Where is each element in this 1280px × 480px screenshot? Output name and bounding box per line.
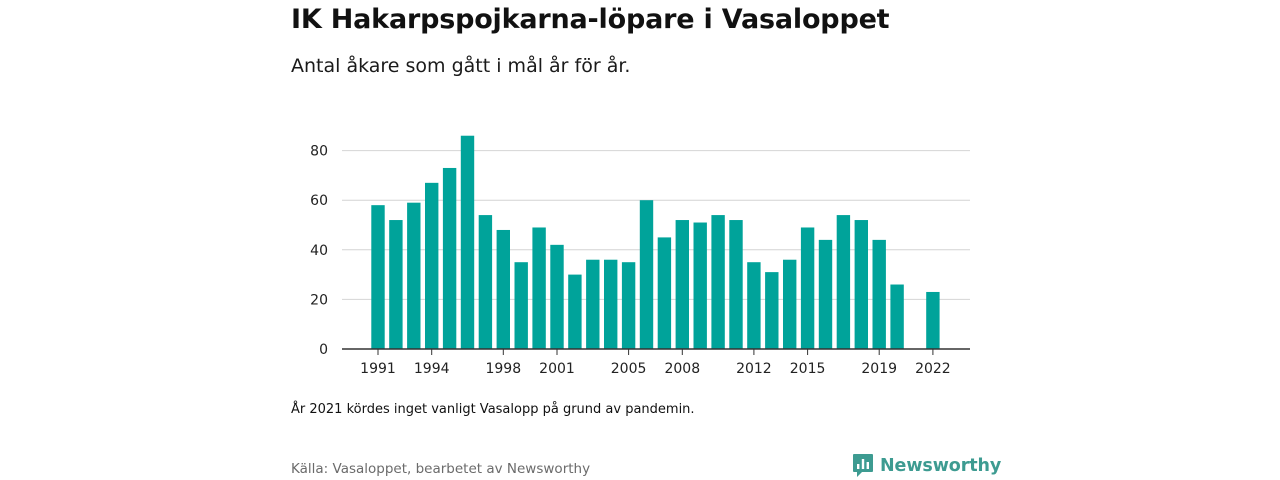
bar-1996: [460, 135, 475, 349]
x-tick-label: 2012: [736, 361, 772, 377]
logo-text: Newsworthy: [880, 456, 1002, 476]
y-tick-label: 80: [310, 144, 328, 160]
bar-2015: [800, 227, 815, 349]
x-tick-label: 1994: [414, 361, 450, 377]
x-tick-label: 2022: [915, 361, 951, 377]
bar-1995: [442, 167, 457, 349]
bar-2002: [568, 274, 582, 349]
x-tick-label: 1991: [360, 361, 396, 377]
bar-1998: [496, 229, 510, 349]
x-tick-label: 2005: [611, 361, 647, 377]
bar-2006: [639, 200, 654, 349]
bar-1999: [514, 262, 528, 349]
bar-2003: [586, 259, 600, 349]
bar-2017: [836, 215, 851, 349]
y-tick-label: 20: [310, 292, 328, 308]
chart-note: År 2021 kördes inget vanligt Vasalopp på…: [291, 402, 695, 417]
bar-2016: [818, 239, 833, 349]
bars: [371, 135, 940, 349]
bar-1992: [389, 220, 403, 349]
y-tick-label: 60: [310, 193, 328, 209]
newsworthy-logo-icon: [853, 454, 873, 477]
bar-2020: [890, 284, 904, 349]
x-tick-label: 2001: [539, 361, 575, 377]
bar-2001: [550, 244, 564, 349]
bar-2012: [747, 262, 761, 349]
bar-2022: [926, 291, 940, 349]
x-tick-label: 1998: [485, 361, 521, 377]
bar-2011: [729, 220, 743, 349]
bar-2008: [675, 220, 689, 349]
bar-2007: [657, 237, 672, 349]
chart-title: IK Hakarpspojkarna-löpare i Vasaloppet: [291, 4, 890, 35]
y-tick-label: 0: [319, 342, 328, 358]
source-text: Källa: Vasaloppet, bearbetet av Newswort…: [291, 461, 591, 477]
bar-1991: [371, 205, 385, 349]
bar-2000: [532, 227, 546, 349]
bar-1997: [478, 215, 493, 349]
chart-subtitle: Antal åkare som gått i mål år för år.: [291, 55, 631, 77]
y-tick-label: 40: [310, 243, 328, 259]
x-tick-label: 2008: [664, 361, 700, 377]
bar-2005: [621, 262, 636, 349]
bar-2019: [872, 239, 886, 349]
x-tick-label: 2019: [861, 361, 897, 377]
bar-1993: [407, 202, 421, 349]
axes: 0 20 40 60 80 1991 1994 1998 2001 2005 2008 2012 201…: [310, 144, 970, 377]
bar-2014: [783, 259, 797, 349]
bar-2009: [693, 222, 707, 349]
bar-2013: [765, 272, 779, 349]
bar-2004: [604, 259, 618, 349]
x-tick-label: 2015: [790, 361, 826, 377]
bar-2018: [854, 220, 868, 349]
bar-2010: [711, 215, 725, 349]
newsworthy-logo[interactable]: Newsworthy: [852, 453, 1001, 479]
bar-1994: [425, 182, 439, 349]
